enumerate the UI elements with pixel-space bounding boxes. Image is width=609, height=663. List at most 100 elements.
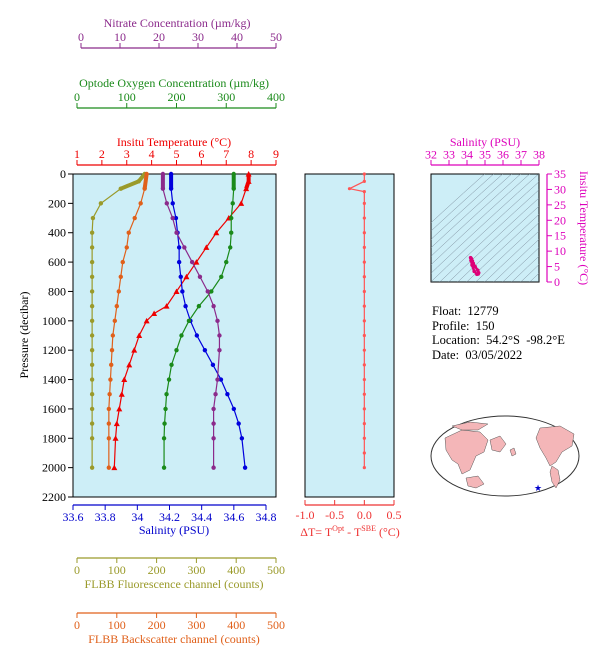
backscatter-profile-point bbox=[144, 171, 149, 177]
delta-t-point bbox=[362, 216, 366, 220]
temperature-profile-point bbox=[163, 303, 170, 309]
delta-t-tick-label: 0.5 bbox=[387, 508, 402, 522]
delta-t-point bbox=[362, 363, 366, 367]
temperature-tick-label: 9 bbox=[273, 147, 279, 161]
oxygen-profile-point bbox=[196, 303, 202, 309]
fluorescence-profile-point bbox=[89, 392, 95, 397]
nitrate-axis: Nitrate Concentration (µm/kg) 0 10 20 30 40 5… bbox=[78, 16, 282, 49]
oxygen-tick-label: 100 bbox=[118, 90, 136, 104]
temperature-profile-point bbox=[131, 347, 138, 353]
fluorescence-axis-title: FLBB Fluorescence channel (counts) bbox=[85, 577, 264, 591]
fluorescence-profile-point bbox=[136, 179, 141, 184]
salinity-axis-title: Salinity (PSU) bbox=[139, 523, 209, 537]
backscatter-tick-label: 200 bbox=[148, 618, 166, 632]
fluorescence-profile-point bbox=[118, 186, 123, 191]
fluorescence-profile-point bbox=[90, 215, 96, 221]
backscatter-profile-point bbox=[107, 392, 112, 397]
temperature-profile-point bbox=[173, 288, 180, 294]
pressure-tick-label: 0 bbox=[60, 167, 66, 181]
salinity-tick-label: 34.2 bbox=[159, 510, 180, 524]
nitrate-profile-point bbox=[211, 465, 216, 470]
temperature-profile-point bbox=[151, 310, 158, 316]
fluorescence-axis: 0 100 200 300 400 500 FLBB Fluorescence chann… bbox=[74, 557, 285, 591]
temperature-profile-point bbox=[112, 435, 119, 441]
ts-point bbox=[470, 263, 474, 267]
nitrate-profile-point bbox=[170, 215, 175, 221]
ts-temperature-tick-label: 30 bbox=[554, 182, 566, 196]
salinity-profile-point bbox=[210, 362, 216, 368]
temperature-profile-point bbox=[183, 273, 190, 280]
ts-temperature-axis-title: Insitu Temperature (°C) bbox=[577, 171, 591, 285]
ts-salinity-tick-label: 34 bbox=[461, 147, 473, 161]
delta-t-point bbox=[362, 348, 366, 352]
delta-t-point bbox=[362, 231, 366, 235]
oxygen-profile-point bbox=[186, 318, 192, 324]
oxygen-profile-line bbox=[163, 174, 235, 468]
pressure-tick-label: 2000 bbox=[42, 461, 66, 475]
pressure-tick-label: 1600 bbox=[42, 402, 66, 416]
salinity-profile-point bbox=[170, 201, 175, 206]
fluorescence-profile-point bbox=[89, 333, 95, 338]
oxygen-profile-point bbox=[163, 406, 168, 412]
backscatter-profile-point bbox=[106, 436, 112, 441]
delta-t-point bbox=[362, 260, 366, 264]
delta-t-point bbox=[362, 190, 366, 194]
fluorescence-tick-label: 200 bbox=[148, 563, 166, 577]
temperature-profile-point bbox=[213, 229, 220, 236]
backscatter-profile-surface bbox=[142, 173, 149, 189]
ts-point bbox=[473, 264, 477, 269]
salinity-profile-point bbox=[168, 171, 174, 177]
nitrate-profile-point bbox=[215, 318, 220, 324]
density-contour bbox=[457, 205, 539, 282]
density-contour bbox=[431, 174, 521, 257]
temperature-profile-point bbox=[243, 185, 250, 192]
oxygen-profile-point bbox=[230, 201, 235, 206]
backscatter-profile-point bbox=[118, 274, 123, 279]
oxygen-profile-point bbox=[209, 289, 214, 294]
salinity-axis: 33.6 33.8 34 34.2 34.4 34.6 34.8 Salinity (PSU… bbox=[63, 504, 277, 537]
fluorescence-profile-point bbox=[89, 465, 95, 470]
oxygen-profile-point bbox=[161, 465, 167, 470]
density-contour bbox=[475, 222, 539, 282]
backscatter-profile-point bbox=[110, 333, 116, 338]
nitrate-profile-point bbox=[197, 274, 203, 279]
pressure-tick-label: 400 bbox=[48, 226, 66, 240]
backscatter-profile-point bbox=[109, 362, 114, 368]
pressure-tick-label: 200 bbox=[48, 196, 66, 210]
delta-t-point bbox=[362, 392, 366, 396]
salinity-profile-point bbox=[242, 465, 248, 470]
salinity-profile-point bbox=[173, 215, 179, 221]
profile-date: Date: 03/05/2022 bbox=[432, 347, 523, 362]
ts-salinity-tick-label: 36 bbox=[497, 147, 509, 161]
ts-salinity-tick-label: 38 bbox=[533, 147, 545, 161]
backscatter-profile-point bbox=[132, 215, 137, 221]
salinity-tick-label: 34.4 bbox=[191, 510, 212, 524]
profile-plot-area bbox=[72, 173, 277, 498]
backscatter-profile-point bbox=[106, 421, 112, 426]
delta-t-point bbox=[362, 289, 366, 294]
oxygen-axis-title: Optode Oxygen Concentration (µm/kg) bbox=[79, 76, 269, 90]
fluorescence-profile-point bbox=[89, 347, 95, 353]
oxygen-profile-point bbox=[224, 259, 229, 265]
delta-t-point bbox=[362, 304, 366, 308]
float-info: Float: 12779 Profile: 150 Location: 54.2… bbox=[432, 304, 565, 362]
delta-t-tick-label: -1.0 bbox=[296, 508, 315, 522]
delta-t-point bbox=[362, 201, 366, 205]
density-contour bbox=[431, 174, 512, 249]
oxygen-profile-point bbox=[229, 215, 234, 221]
ts-plot-area bbox=[430, 173, 540, 283]
backscatter-tick-label: 300 bbox=[187, 618, 205, 632]
salinity-profile-point bbox=[168, 186, 174, 191]
oxygen-profile-point bbox=[179, 333, 184, 338]
fluorescence-tick-label: 300 bbox=[187, 563, 205, 577]
temperature-tick-label: 2 bbox=[99, 147, 105, 161]
salinity-profile-line bbox=[170, 174, 246, 468]
salinity-tick-label: 33.6 bbox=[63, 510, 84, 524]
backscatter-profile-point bbox=[106, 465, 112, 470]
ts-temperature-tick-label: 25 bbox=[554, 198, 566, 212]
temperature-profile-point bbox=[136, 332, 143, 338]
nitrate-profile-point bbox=[160, 186, 166, 191]
density-contour bbox=[431, 174, 503, 240]
location-map: ★ bbox=[430, 415, 580, 497]
backscatter-profile-point bbox=[108, 377, 113, 382]
